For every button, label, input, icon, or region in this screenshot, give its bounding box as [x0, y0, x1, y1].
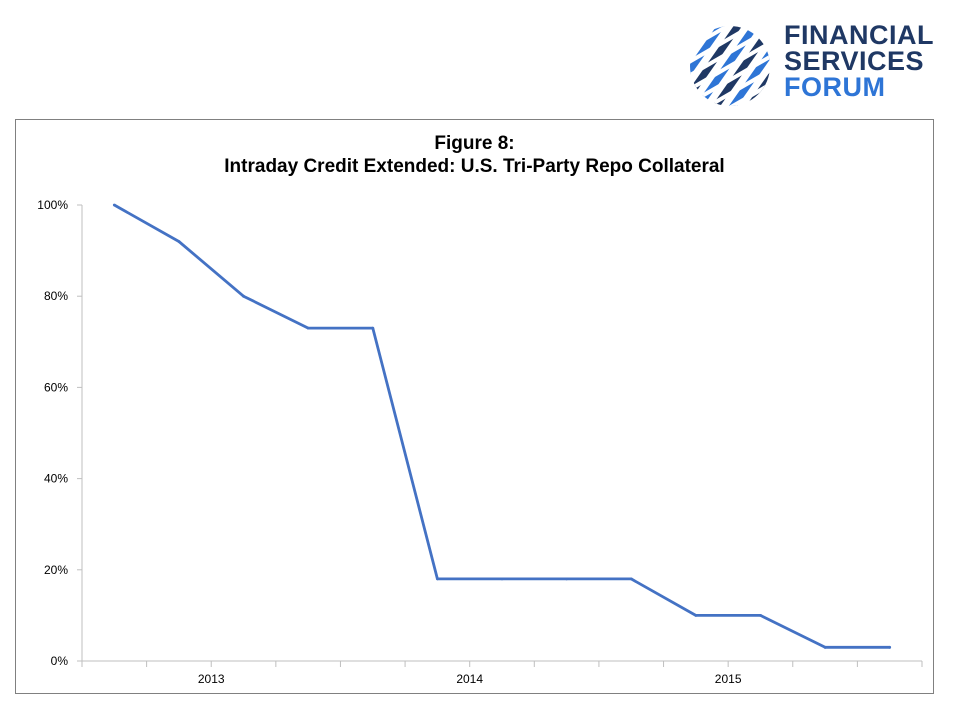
financial-services-forum-logo: FINANCIAL SERVICES FORUM [688, 20, 948, 112]
y-tick-label: 20% [44, 563, 68, 577]
chart-subtitle: Intraday Credit Extended: U.S. Tri-Party… [224, 156, 725, 177]
globe-stripe [690, 26, 738, 99]
globe-gap [690, 51, 770, 106]
data-point [759, 614, 762, 617]
globe-gap [693, 61, 770, 106]
data-point [112, 203, 116, 207]
y-tick-label: 100% [37, 198, 68, 212]
x-tick-label: 2014 [456, 672, 483, 686]
data-point [565, 577, 569, 581]
chart-title: Figure 8: [434, 133, 515, 154]
series-line [113, 203, 890, 649]
y-tick-label: 60% [44, 380, 68, 394]
logo-line-forum: FORUM [784, 72, 886, 102]
data-point [371, 326, 375, 330]
logo-line-financial: FINANCIAL [784, 20, 934, 50]
logo-line-services: SERVICES [784, 46, 925, 76]
globe-gap [690, 30, 770, 99]
globe-gap [690, 26, 770, 89]
x-tick-label: 2015 [715, 672, 742, 686]
data-point [306, 326, 310, 330]
line-chart: 0% 20% 40% 60% 80% 100% 2013 2014 2015 [37, 198, 923, 686]
y-tick-label: 40% [44, 472, 68, 486]
data-point [177, 240, 181, 243]
chart-frame: Figure 8: Intraday Credit Extended: U.S.… [15, 119, 934, 694]
data-point [823, 645, 827, 649]
x-tick-label: 2013 [198, 672, 225, 686]
chart-title-block: Figure 8: Intraday Credit Extended: U.S.… [16, 132, 933, 178]
data-point [629, 577, 633, 581]
globe-gap [690, 40, 770, 106]
data-point [888, 645, 892, 649]
y-tick-label: 0% [51, 654, 69, 668]
globe-gap [690, 26, 770, 68]
globe-logo-icon [690, 26, 770, 106]
data-point [242, 294, 245, 298]
y-tick-label: 80% [44, 289, 68, 303]
data-point [500, 577, 504, 581]
data-point [694, 614, 698, 617]
data-point [435, 577, 439, 581]
